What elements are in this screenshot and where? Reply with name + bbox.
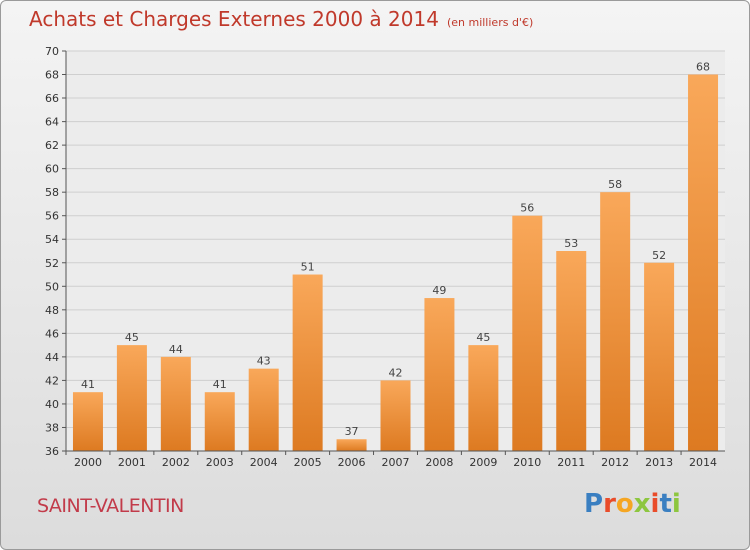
x-tick-label: 2007 bbox=[382, 456, 410, 469]
bar bbox=[248, 368, 279, 451]
y-tick-label: 42 bbox=[45, 374, 59, 387]
data-label: 43 bbox=[257, 355, 271, 368]
data-label: 42 bbox=[389, 366, 403, 379]
logo-letter: x bbox=[633, 489, 651, 519]
bar bbox=[644, 262, 675, 451]
bar bbox=[204, 392, 235, 451]
y-tick-label: 60 bbox=[45, 163, 59, 176]
bar bbox=[556, 251, 587, 451]
y-tick-label: 68 bbox=[45, 69, 59, 82]
bar bbox=[512, 215, 543, 451]
x-tick-label: 2011 bbox=[557, 456, 585, 469]
chart-unit-note: (en milliers d'€) bbox=[446, 16, 534, 29]
x-tick-label: 2003 bbox=[206, 456, 234, 469]
y-tick-label: 38 bbox=[45, 421, 59, 434]
data-label: 45 bbox=[125, 331, 139, 344]
x-tick-label: 2013 bbox=[645, 456, 673, 469]
x-tick-label: 2006 bbox=[338, 456, 366, 469]
y-tick-label: 52 bbox=[45, 257, 59, 270]
bar bbox=[424, 298, 455, 451]
bar bbox=[336, 439, 367, 451]
y-tick-label: 70 bbox=[45, 45, 59, 58]
data-label: 41 bbox=[213, 378, 227, 391]
bar bbox=[116, 345, 147, 451]
bar bbox=[600, 192, 631, 452]
logo-letter: r bbox=[603, 489, 616, 519]
data-label: 53 bbox=[564, 237, 578, 250]
y-tick-label: 64 bbox=[45, 116, 59, 129]
y-tick-label: 50 bbox=[45, 280, 59, 293]
logo-letter: o bbox=[615, 489, 634, 519]
logo-letter: P bbox=[584, 489, 604, 519]
x-tick-label: 2014 bbox=[689, 456, 717, 469]
x-tick-label: 2001 bbox=[118, 456, 146, 469]
bar bbox=[468, 345, 499, 451]
x-tick-label: 2002 bbox=[162, 456, 190, 469]
data-label: 68 bbox=[696, 61, 710, 74]
bar bbox=[688, 74, 719, 451]
y-tick-label: 54 bbox=[45, 233, 59, 246]
y-tick-label: 66 bbox=[45, 92, 59, 105]
y-tick-label: 46 bbox=[45, 327, 59, 340]
logo-letter: i bbox=[650, 489, 660, 519]
x-tick-label: 2000 bbox=[74, 456, 102, 469]
data-label: 58 bbox=[608, 178, 622, 191]
chart-title-text: Achats et Charges Externes 2000 à 2014 bbox=[29, 7, 439, 31]
data-label: 37 bbox=[345, 425, 359, 438]
location-name: SAINT-VALENTIN bbox=[37, 495, 184, 517]
x-tick-label: 2009 bbox=[469, 456, 497, 469]
x-tick-label: 2010 bbox=[513, 456, 541, 469]
x-tick-label: 2004 bbox=[250, 456, 278, 469]
y-tick-label: 56 bbox=[45, 210, 59, 223]
x-tick-label: 2012 bbox=[601, 456, 629, 469]
proxiti-logo: Proxiti bbox=[584, 489, 681, 519]
bar bbox=[292, 274, 323, 451]
data-label: 52 bbox=[652, 249, 666, 262]
data-label: 44 bbox=[169, 343, 183, 356]
x-tick-label: 2005 bbox=[294, 456, 322, 469]
data-label: 45 bbox=[476, 331, 490, 344]
x-tick-label: 2008 bbox=[425, 456, 453, 469]
logo-letter: t bbox=[659, 489, 672, 519]
y-tick-label: 40 bbox=[45, 398, 59, 411]
logo-letter: i bbox=[671, 489, 681, 519]
data-label: 51 bbox=[301, 261, 315, 274]
y-tick-label: 62 bbox=[45, 139, 59, 152]
data-label: 56 bbox=[520, 202, 534, 215]
y-tick-label: 36 bbox=[45, 445, 59, 458]
bar bbox=[160, 356, 191, 451]
bar bbox=[72, 392, 103, 451]
y-tick-label: 44 bbox=[45, 351, 59, 364]
bar bbox=[380, 380, 411, 451]
chart-title: Achats et Charges Externes 2000 à 2014 (e… bbox=[29, 7, 533, 31]
data-label: 41 bbox=[81, 378, 95, 391]
y-tick-label: 48 bbox=[45, 304, 59, 317]
y-tick-label: 58 bbox=[45, 186, 59, 199]
data-label: 49 bbox=[432, 284, 446, 297]
